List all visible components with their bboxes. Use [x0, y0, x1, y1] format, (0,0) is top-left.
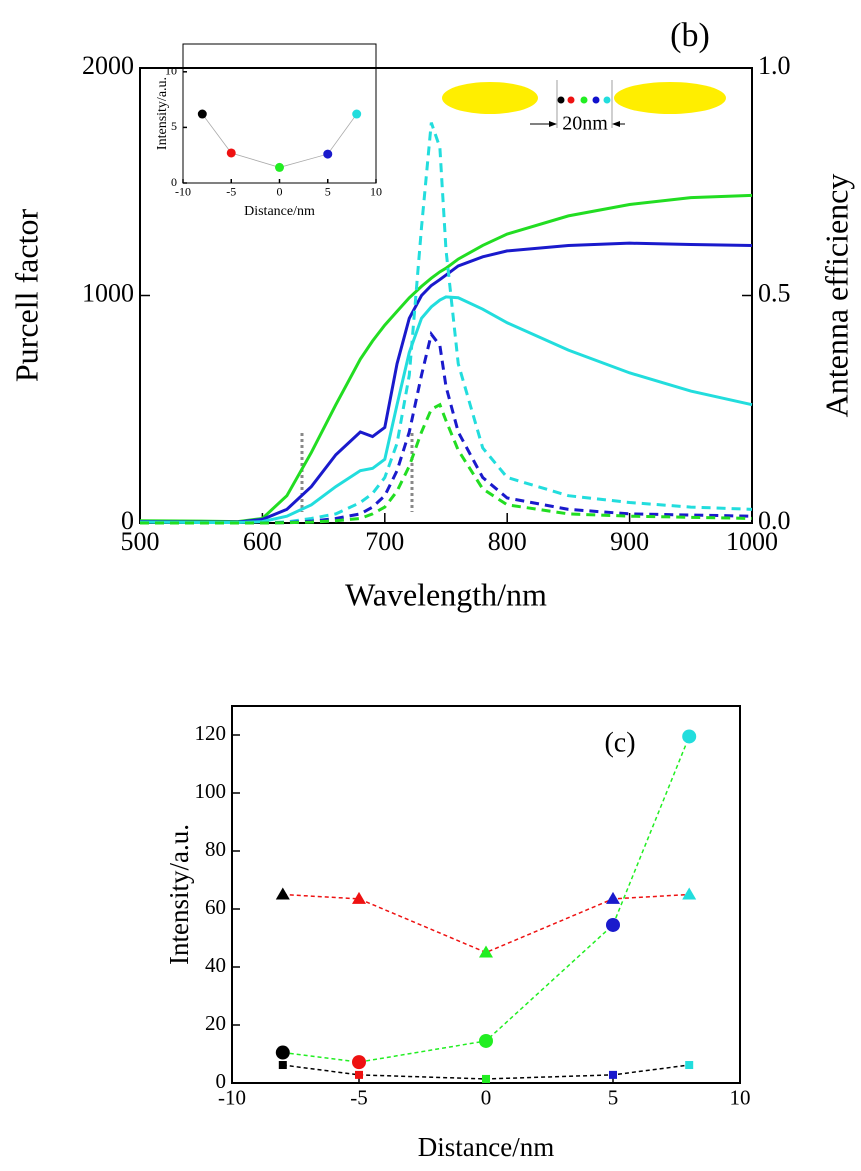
y-tick-label: 100	[195, 779, 227, 803]
y2-tick-label: 0.0	[758, 506, 791, 535]
y-axis-label: Intensity/a.u.	[155, 77, 170, 150]
point	[197, 109, 207, 119]
point	[479, 945, 493, 958]
plot-frame	[182, 43, 377, 184]
x-tick-label: 900	[610, 527, 649, 556]
chart: -10 -5 0 5 10 0 5 10 Distance/nm Intensity/a.u.	[155, 43, 382, 219]
x-tick-label: 10	[370, 184, 382, 198]
series-line	[282, 736, 690, 1063]
y-tick-label: 2000	[82, 51, 134, 80]
point	[682, 887, 697, 900]
y-tick-label: 60	[205, 895, 226, 919]
x-tick-label: 5	[608, 1086, 619, 1110]
series-line	[139, 241, 753, 524]
x-tick-label: 600	[243, 527, 282, 556]
arrow-head	[612, 121, 620, 127]
point	[606, 891, 620, 904]
x-tick-label: 1000	[726, 527, 778, 556]
y-tick-label: 80	[205, 837, 226, 861]
point	[606, 917, 620, 932]
x-tick-label: -10	[218, 1086, 246, 1110]
x-tick-label: 800	[488, 527, 527, 556]
point	[352, 1055, 366, 1070]
point	[685, 1061, 694, 1070]
nanorod	[614, 82, 726, 114]
point	[275, 162, 284, 172]
panel-label: (b)	[670, 17, 710, 54]
y-tick-label: 120	[195, 721, 227, 745]
emitter	[592, 96, 600, 104]
y-tick-label: 5	[171, 119, 177, 133]
y2-axis-label: Antenna efficiency	[818, 174, 854, 418]
y-tick-label: 20	[205, 1011, 226, 1035]
x-tick-label: 500	[121, 527, 160, 556]
x-tick-label: 5	[325, 184, 331, 198]
y2-tick-label: 1.0	[758, 51, 791, 80]
x-tick-label: 700	[365, 527, 404, 556]
point	[275, 887, 290, 900]
point	[352, 891, 366, 904]
chart: 500 600 700 800 900 10000100020000.00.51.0Wav…	[8, 51, 854, 612]
point	[275, 1045, 290, 1060]
x-axis-label: Wavelength/nm	[345, 576, 547, 612]
x-tick-label: -5	[226, 184, 236, 198]
y-axis-label: Purcell factor	[8, 209, 44, 383]
point	[323, 149, 333, 159]
panel-label: (c)	[604, 727, 635, 758]
x-axis-label: Distance/nm	[244, 204, 315, 219]
arrow-head	[549, 121, 557, 127]
x-tick-label: 10	[730, 1086, 751, 1110]
y-tick-label: 10	[165, 64, 177, 78]
series-line	[140, 330, 753, 525]
chart: -10 -5 0 5 10020406080100120Distance/nmInten…	[164, 705, 751, 1162]
y2-tick-label: 0.5	[758, 278, 791, 307]
x-tick-label: -10	[175, 184, 191, 198]
series-line	[139, 295, 753, 525]
x-tick-label: 0	[277, 184, 283, 198]
x-tick-label: 0	[481, 1086, 492, 1110]
y-tick-label: 40	[205, 953, 226, 977]
emitter	[603, 96, 611, 104]
point	[355, 1070, 363, 1079]
emitter	[557, 96, 565, 104]
point	[352, 109, 362, 119]
point	[226, 148, 236, 158]
y-axis-label: Intensity/a.u.	[164, 824, 194, 965]
y-tick-label: 0	[171, 175, 177, 189]
y-tick-label: 0	[216, 1069, 227, 1093]
emitter	[580, 96, 588, 104]
y-tick-label: 0	[121, 506, 134, 535]
series-line	[282, 893, 690, 954]
y-tick-label: 1000	[82, 278, 134, 307]
emitter	[567, 96, 575, 104]
point	[682, 729, 697, 744]
series-line	[140, 402, 753, 525]
point	[278, 1061, 287, 1070]
point	[479, 1033, 493, 1048]
nanorod	[442, 82, 538, 114]
x-axis-label: Distance/nm	[418, 1132, 554, 1162]
point	[609, 1070, 617, 1079]
gap-label: 20nm	[562, 113, 608, 135]
x-tick-label: -5	[350, 1086, 368, 1110]
point	[482, 1074, 490, 1083]
antenna-diagram: 20nm	[442, 80, 726, 135]
plot-frame	[231, 705, 741, 1084]
connector-line	[201, 113, 358, 168]
series-line	[139, 193, 753, 524]
